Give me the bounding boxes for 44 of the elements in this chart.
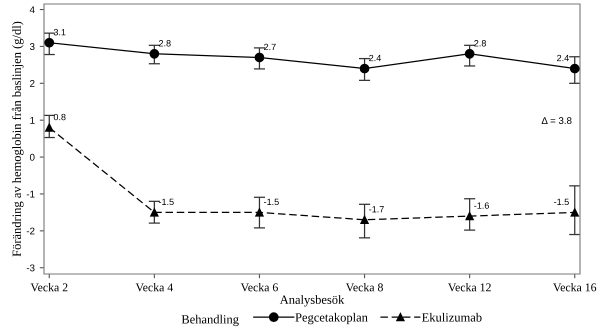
- data-label: 2.7: [264, 44, 276, 50]
- point: [149, 48, 160, 59]
- point: [465, 212, 474, 220]
- data-label: -1.5: [554, 198, 569, 206]
- data-label: 2.4: [557, 54, 569, 62]
- point: [255, 208, 264, 217]
- point: [45, 123, 54, 132]
- y-tick-label: -2: [26, 228, 34, 234]
- y-tick-label: 1: [30, 117, 34, 124]
- point: [44, 38, 54, 48]
- y-tick-label: -3: [26, 264, 35, 272]
- point: [254, 52, 264, 62]
- legend-label: Pegcetakoplan: [295, 312, 368, 324]
- data-label: 0.8: [54, 114, 66, 120]
- y-tick-label: 0: [30, 154, 35, 161]
- x-tick-label: Vecka 12: [448, 283, 491, 292]
- legend-title: Behandling: [182, 314, 239, 326]
- point: [464, 48, 475, 59]
- point: [570, 64, 580, 74]
- y-tick-label: 4: [30, 6, 35, 14]
- y-tick-label: -1: [26, 190, 34, 198]
- data-label: -1.7: [369, 206, 384, 212]
- data-label: -1.5: [264, 198, 279, 206]
- point: [360, 64, 370, 74]
- y-tick-label: 2: [30, 80, 34, 87]
- y-axis-title: Förändring av hemoglobin från baslinjen (g/dl): [12, 22, 24, 256]
- data-label: 3.1: [54, 28, 66, 36]
- annotation: Δ = 3.8: [542, 117, 572, 124]
- legend-label: Ekulizumab: [422, 312, 482, 322]
- point: [570, 208, 579, 217]
- y-tick-label: 3: [30, 43, 35, 50]
- x-axis-title: Analysbesök: [280, 295, 344, 306]
- data-label: -1.5: [158, 198, 174, 206]
- data-label: -1.6: [474, 202, 489, 209]
- x-tick-label: Vecka 4: [136, 283, 174, 292]
- data-label: 2.8: [158, 40, 171, 46]
- data-label: 2.4: [369, 54, 381, 62]
- x-tick-label: Vecka 6: [240, 283, 278, 292]
- data-label: 2.8: [474, 40, 486, 46]
- x-tick-label: Vecka 16: [553, 283, 596, 292]
- x-tick-label: Vecka 2: [30, 283, 68, 292]
- point: [360, 216, 369, 224]
- x-tick-label: Vecka 8: [346, 283, 383, 292]
- point: [150, 208, 159, 217]
